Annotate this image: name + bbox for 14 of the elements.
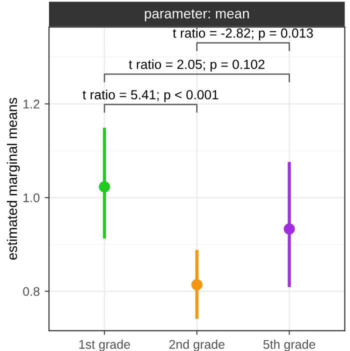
x-tick-label: 2nd grade [169,340,224,351]
chart-title: parameter: mean [144,9,249,22]
annotation: t ratio = -2.82; p = 0.013 [172,28,313,40]
point [284,223,295,235]
y-tick-label: 0.8 [23,287,40,296]
x-tick-label: 1st grade [79,340,130,351]
annotation: t ratio = 2.05; p = 0.102 [128,59,264,72]
annotation: t ratio = 5.41; p < 0.001 [82,90,218,102]
point [191,279,202,290]
point [98,181,110,192]
x-tick-label: 5th grade [263,340,316,351]
y-tick-label: 1.2 [24,100,40,108]
y-tick-label: 1.0 [24,193,40,202]
y-axis-title: estimated marginal means [6,98,20,260]
